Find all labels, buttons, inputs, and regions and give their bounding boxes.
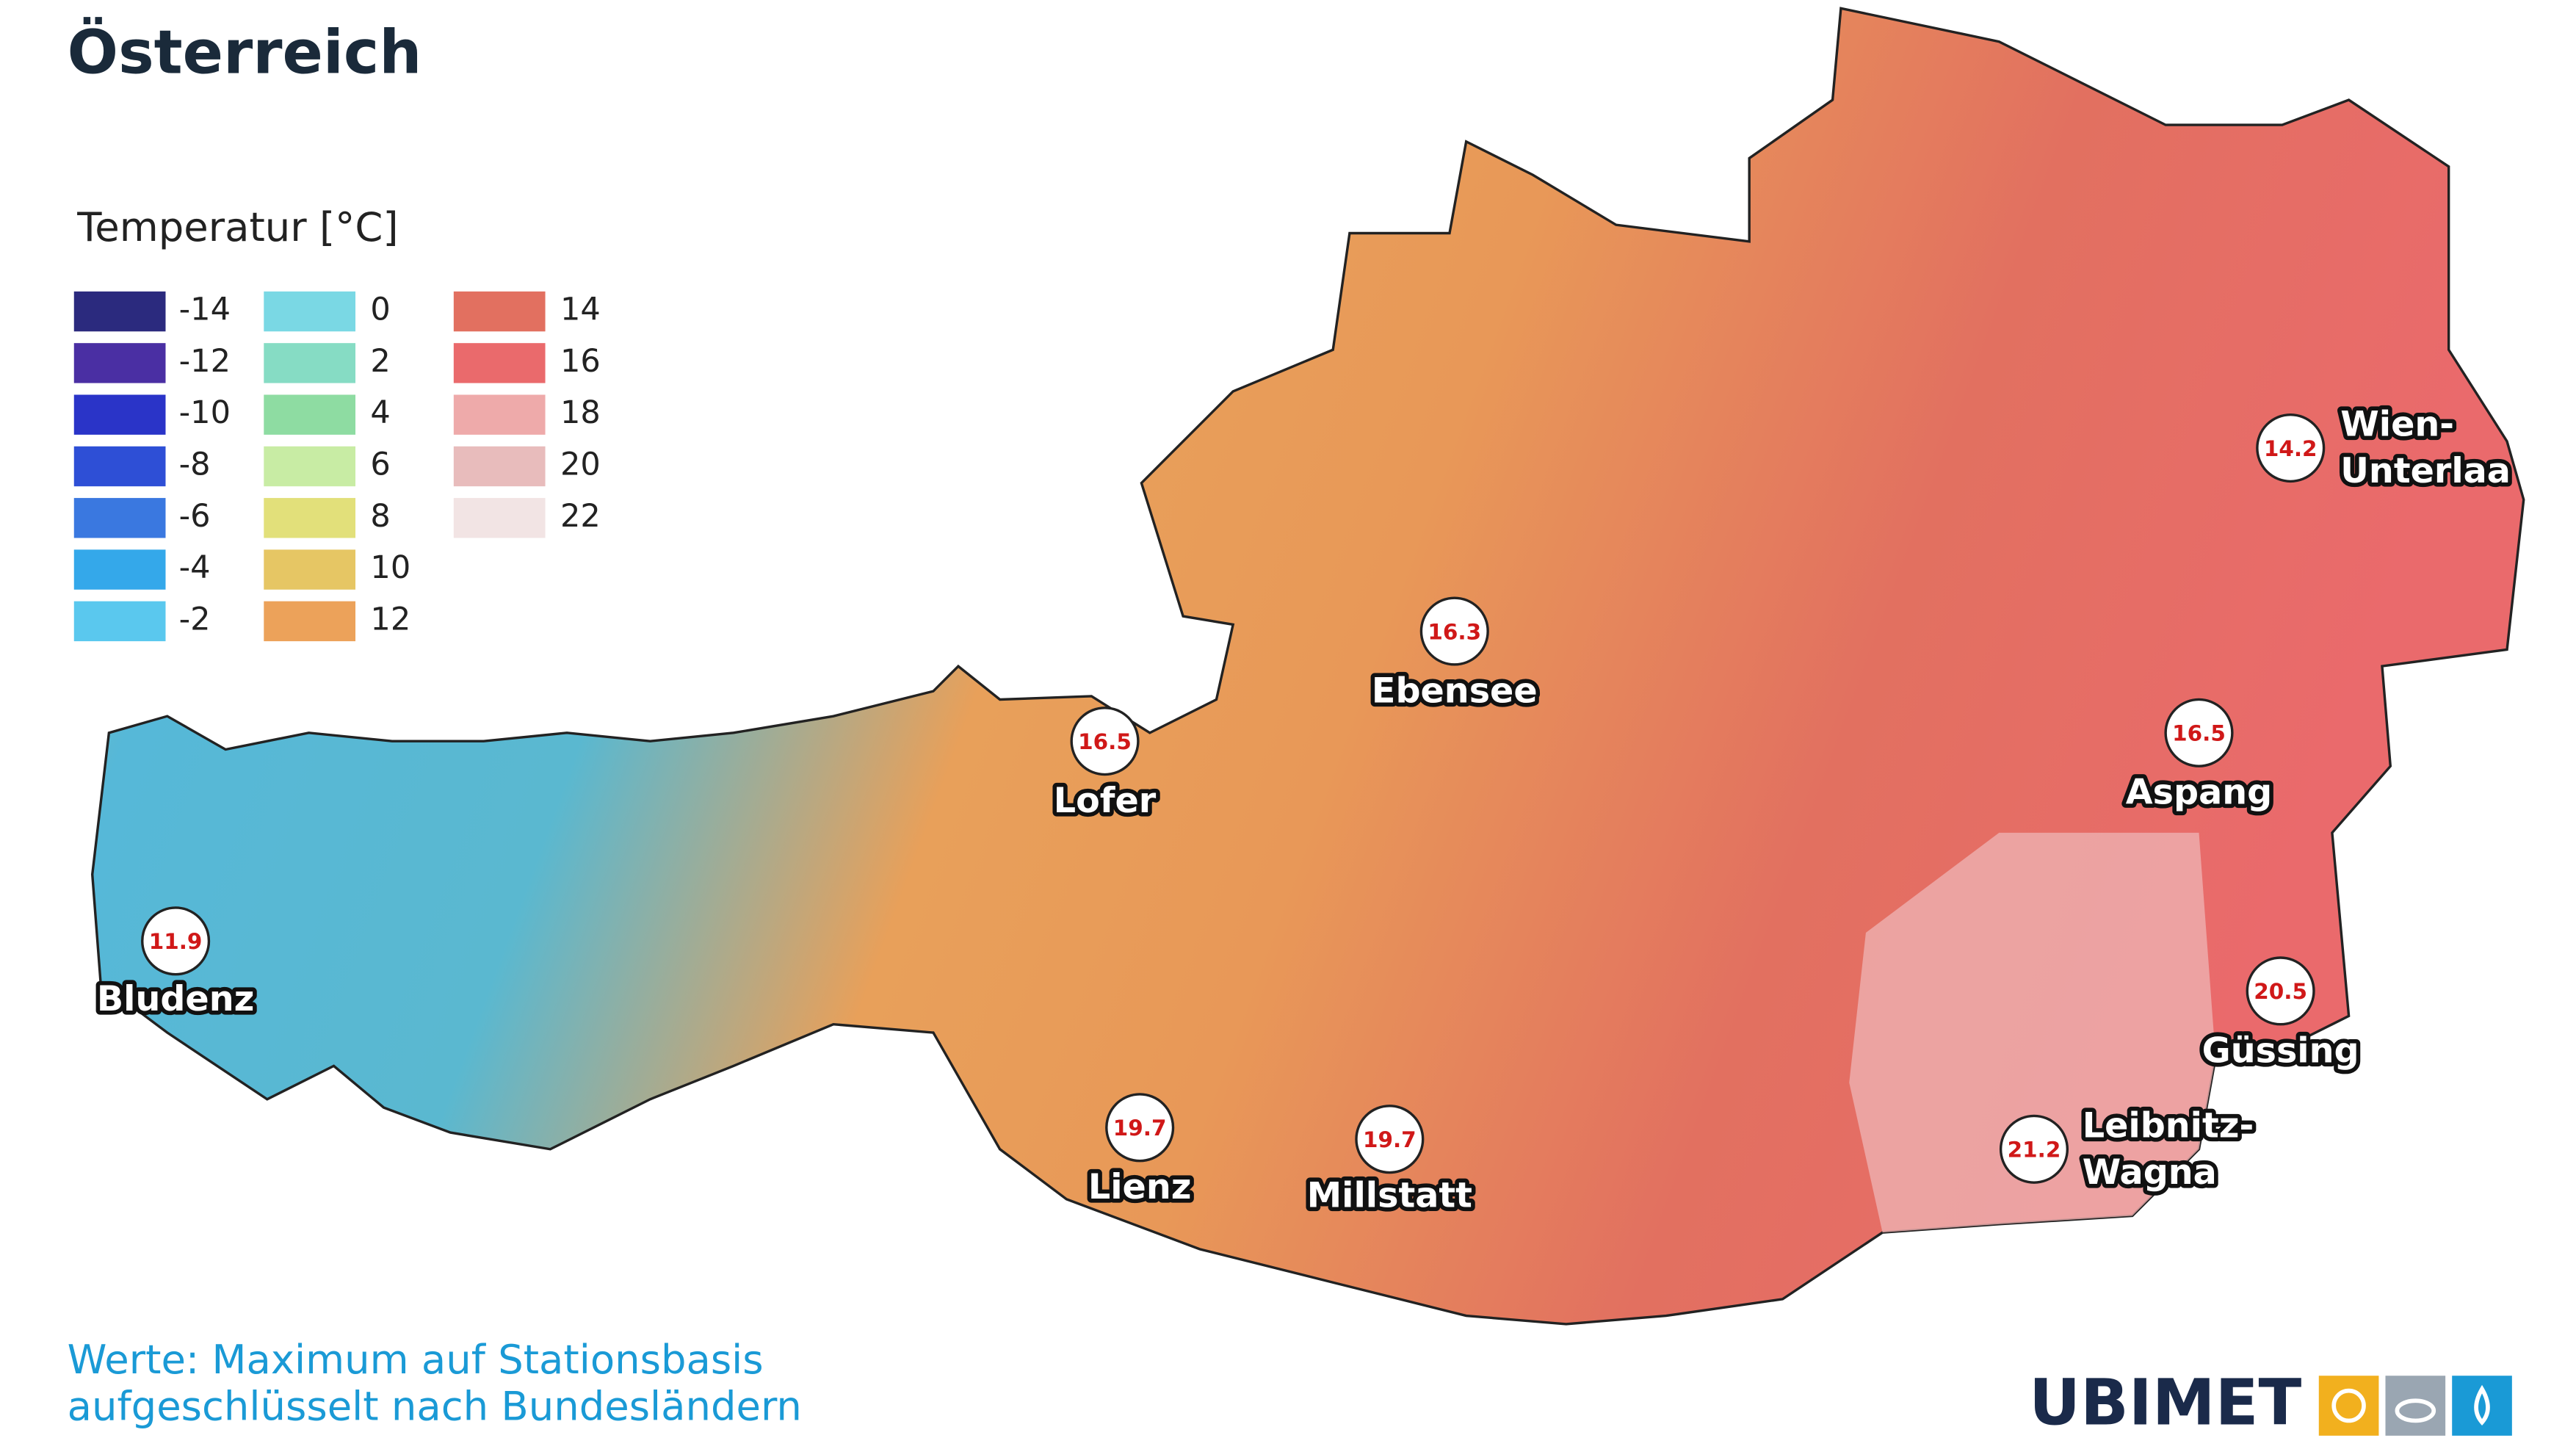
legend-label: -8 [179, 446, 211, 483]
station-name: Lofer [1054, 781, 1157, 821]
legend-swatch [73, 549, 166, 590]
station-value: 11.9 [149, 929, 203, 954]
title: Österreich [68, 18, 422, 88]
legend-label: 16 [560, 343, 601, 380]
station-name: Millstatt [1307, 1176, 1472, 1216]
legend-swatch [264, 498, 356, 538]
logo-icons [2318, 1376, 2512, 1436]
legend-label: 10 [370, 549, 410, 586]
legend-label: 18 [560, 394, 601, 431]
legend-swatch [453, 394, 546, 435]
station-value: 16.5 [1078, 729, 1132, 754]
station-marker [2246, 956, 2315, 1026]
legend-swatch [73, 291, 166, 332]
legend-swatch [73, 601, 166, 642]
legend-title: Temperatur [°C] [76, 203, 398, 250]
legend-label: 20 [560, 446, 601, 483]
legend-swatch [73, 394, 166, 435]
station-value: 19.7 [1113, 1116, 1167, 1141]
legend-swatch [73, 343, 166, 383]
legend-label: 12 [370, 601, 410, 637]
footer-line: Werte: Maximum auf Stationsbasis [68, 1336, 764, 1383]
station-marker [1999, 1114, 2069, 1184]
legend-label: -14 [179, 292, 231, 328]
legend-label: 4 [370, 394, 390, 431]
legend-swatch [264, 601, 356, 642]
pink-region [1849, 832, 2216, 1233]
station-name: Wagna [2083, 1152, 2217, 1193]
legend-label: 0 [370, 292, 390, 328]
legend-swatch [73, 446, 166, 487]
legend-swatch [264, 291, 356, 332]
legend-swatch [453, 446, 546, 487]
station-marker [141, 906, 211, 976]
station-name: Bludenz [97, 979, 254, 1019]
legend-label: -4 [179, 549, 211, 586]
station-value: 21.2 [2008, 1138, 2061, 1163]
station-name: Wien- [2340, 405, 2454, 445]
legend-label: 8 [370, 498, 390, 535]
legend-label: -12 [179, 343, 231, 380]
station-value: 14.2 [2264, 436, 2318, 461]
legend-label: -6 [179, 498, 211, 535]
legend-label: 22 [560, 498, 601, 535]
footer-line: aufgeschlüsselt nach Bundesländern [68, 1383, 802, 1430]
legend-swatch [264, 394, 356, 435]
logo: UBIMET [2029, 1367, 2301, 1440]
station-name: Aspang [2126, 773, 2272, 813]
station-name: Leibnitz- [2083, 1105, 2254, 1146]
station-marker [1105, 1093, 1175, 1163]
legend-label: 6 [370, 446, 390, 483]
station-value: 20.5 [2254, 979, 2307, 1004]
legend-swatch [453, 498, 546, 538]
station-marker [1070, 707, 1140, 776]
legend-swatch [264, 549, 356, 590]
legend-swatch [73, 498, 166, 538]
legend-label: -2 [179, 601, 211, 637]
station-name: Lienz [1088, 1167, 1192, 1207]
station-name: Ebensee [1372, 671, 1538, 711]
legend-swatch [264, 343, 356, 383]
station-value: 19.7 [1363, 1127, 1417, 1152]
station-name: Unterlaa [2340, 451, 2511, 491]
station-marker [2256, 413, 2326, 483]
legend-label: 14 [560, 292, 601, 328]
station-marker [1419, 596, 1489, 666]
stations: 11.9 Bludenz 16.5 Lofer 16.3 Ebensee 14.2 Wien-… [93, 400, 2514, 1220]
station-name: Güssing [2202, 1030, 2359, 1071]
legend-swatch [453, 291, 546, 332]
station-value: 16.3 [1428, 619, 1481, 644]
legend-label: 2 [370, 343, 390, 380]
legend: -14 -12 -10 -8 -6 -4 -2 0 2 4 6 8 10 12 14 16 18 20 22 [73, 291, 601, 642]
legend-label: -10 [179, 394, 231, 431]
station-marker [1355, 1105, 1425, 1174]
station-value: 16.5 [2172, 721, 2226, 746]
station-marker [2164, 698, 2234, 767]
legend-swatch [264, 446, 356, 487]
legend-swatch [453, 343, 546, 383]
